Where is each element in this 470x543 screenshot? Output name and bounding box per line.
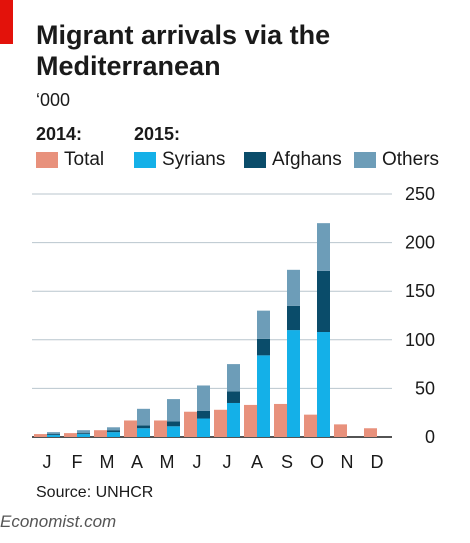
bar-total-1 [64, 433, 77, 437]
legend-item-total: Total [36, 148, 104, 172]
title-line-1: Migrant arrivals via the [36, 20, 331, 50]
bar-others-2 [107, 427, 120, 431]
bar-syrians-2 [107, 432, 120, 437]
chart-title: Migrant arrivals via the Mediterranean [36, 20, 436, 82]
legend-label-total: Total [64, 149, 105, 170]
unit-label: ‘000 [36, 90, 71, 110]
bar-afghans-2 [107, 430, 120, 433]
source-note: Source: UNHCR [36, 484, 154, 501]
bar-others-6 [227, 364, 240, 392]
bar-total-5 [184, 411, 197, 437]
legend-swatch-others [354, 152, 376, 168]
y-tick-label-50: 50 [415, 378, 435, 398]
bar-afghans-6 [227, 391, 240, 403]
legend-label-others: Others [382, 149, 440, 170]
bar-others-0 [47, 432, 60, 435]
bar-others-9 [317, 223, 330, 271]
bar-afghans-1 [77, 433, 90, 435]
x-tick-label-7: A [251, 452, 263, 472]
legend-label-syrians: Syrians [162, 149, 226, 170]
bar-afghans-9 [317, 270, 330, 333]
bar-afghans-8 [287, 305, 300, 331]
bar-syrians-1 [77, 434, 90, 437]
bar-afghans-3 [137, 425, 150, 429]
bar-others-8 [287, 269, 300, 306]
bar-afghans-5 [197, 410, 210, 419]
x-tick-label-0: J [43, 452, 52, 472]
bar-total-4 [154, 420, 167, 437]
bar-syrians-3 [137, 428, 150, 437]
bar-others-1 [77, 430, 90, 434]
bar-total-6 [214, 409, 227, 437]
x-tick-label-2: M [100, 452, 115, 472]
legend-item-syrians: Syrians [134, 148, 225, 172]
bar-total-0 [34, 434, 47, 437]
bar-total-11 [364, 428, 377, 437]
x-tick-label-6: J [223, 452, 232, 472]
bar-others-7 [257, 310, 270, 339]
x-tick-label-10: N [341, 452, 354, 472]
bar-total-10 [334, 424, 347, 437]
x-tick-label-8: S [281, 452, 293, 472]
brand-red-tag [0, 0, 13, 44]
brand-logo-text: Economist.com [0, 512, 117, 531]
y-tick-label-0: 0 [425, 427, 435, 447]
x-tick-label-3: A [131, 452, 143, 472]
bar-afghans-0 [47, 434, 60, 436]
y-tick-label-200: 200 [405, 233, 435, 253]
x-tick-label-4: M [160, 452, 175, 472]
title-line-2: Mediterranean [36, 51, 221, 81]
bar-total-9 [304, 414, 317, 437]
legend-year-2014: 2014: [36, 124, 83, 144]
legend-swatch-afghans [244, 152, 266, 168]
bar-total-8 [274, 403, 287, 437]
x-tick-label-5: J [193, 452, 202, 472]
bar-total-7 [244, 404, 257, 437]
bar-syrians-8 [287, 330, 300, 437]
x-tick-label-11: D [371, 452, 384, 472]
legend-item-others: Others [354, 148, 439, 172]
y-tick-label-100: 100 [405, 330, 435, 350]
bar-syrians-5 [197, 418, 210, 437]
bar-others-5 [197, 385, 210, 411]
bar-total-3 [124, 420, 137, 437]
x-tick-label-1: F [72, 452, 83, 472]
legend-swatch-syrians [134, 152, 156, 168]
legend-label-afghans: Afghans [272, 149, 342, 170]
bar-syrians-4 [167, 426, 180, 437]
bar-syrians-0 [47, 435, 60, 437]
bar-afghans-7 [257, 338, 270, 356]
y-tick-label-250: 250 [405, 184, 435, 204]
bar-total-2 [94, 430, 107, 437]
y-tick-label-150: 150 [405, 281, 435, 301]
bar-syrians-6 [227, 402, 240, 437]
bar-others-4 [167, 399, 180, 422]
x-tick-label-9: O [310, 452, 324, 472]
legend-year-2015: 2015: [134, 124, 181, 144]
bar-syrians-7 [257, 355, 270, 437]
legend-item-afghans: Afghans [244, 148, 342, 172]
legend-swatch-total [36, 152, 58, 168]
bar-afghans-4 [167, 421, 180, 427]
bar-others-3 [137, 408, 150, 426]
bar-syrians-9 [317, 332, 330, 437]
